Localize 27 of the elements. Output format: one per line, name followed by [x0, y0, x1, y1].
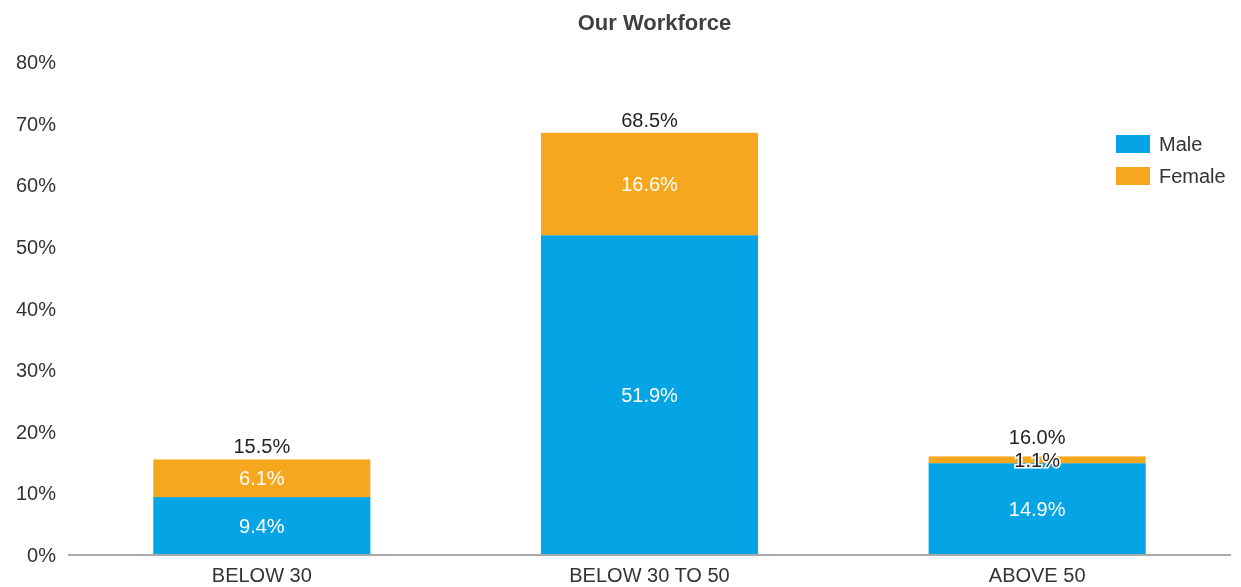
- y-tick-label: 80%: [15, 51, 57, 73]
- legend-label: Female: [1159, 165, 1226, 187]
- bar: [153, 497, 371, 555]
- x-tick-label: BELOW 30 TO 50: [569, 564, 730, 586]
- y-tick-label: 40%: [15, 297, 57, 320]
- y-tick-label: 30%: [15, 359, 57, 382]
- bar: [153, 459, 371, 498]
- data-label: 6.1%: [239, 467, 285, 490]
- x-tick-label: ABOVE 50: [988, 564, 1086, 586]
- data-label: 14.9%: [1008, 498, 1066, 521]
- y-tick-label: 50%: [15, 235, 57, 258]
- chart-title: Our Workforce: [577, 10, 732, 35]
- y-tick-label: 60%: [15, 174, 57, 197]
- bar: [540, 235, 759, 555]
- y-tick-label: 10%: [15, 482, 57, 505]
- total-label: 15.5%: [233, 435, 291, 458]
- data-label: 16.6%: [621, 173, 679, 196]
- total-label: 16.0%: [1008, 425, 1066, 448]
- legend-label: Male: [1159, 133, 1203, 155]
- bar: [540, 132, 759, 236]
- total-label: 68.5%: [621, 108, 679, 131]
- data-label: 51.9%: [621, 384, 679, 407]
- y-tick-label: 20%: [15, 420, 57, 443]
- data-label: 9.4%: [239, 515, 285, 538]
- x-tick-label: BELOW 30: [211, 564, 312, 586]
- y-tick-label: 0%: [27, 544, 57, 566]
- y-tick-label: 70%: [15, 112, 57, 135]
